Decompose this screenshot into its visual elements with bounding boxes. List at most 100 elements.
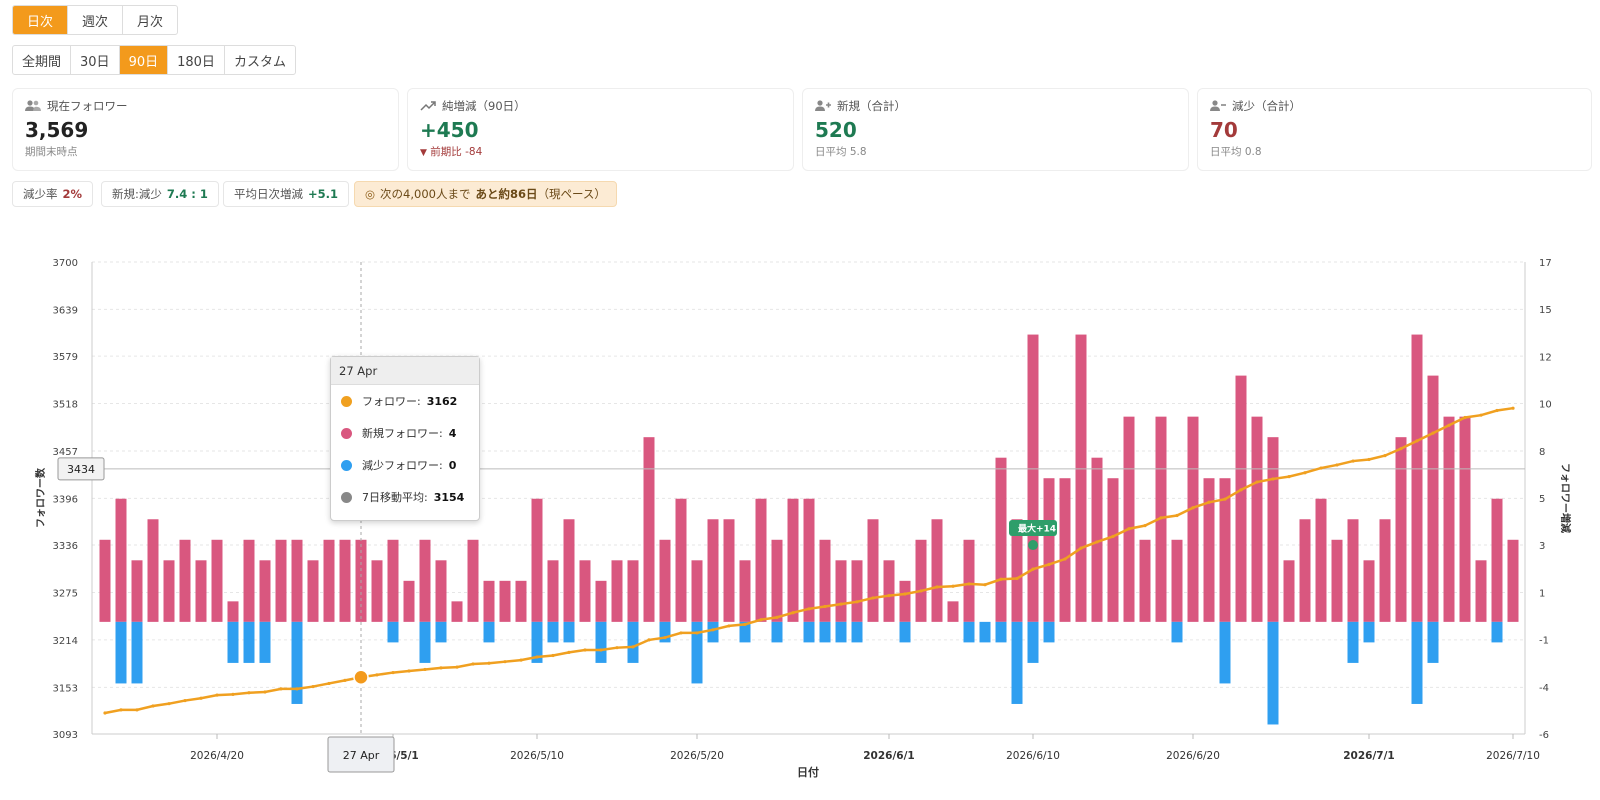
new-follower-bar: [1395, 437, 1407, 622]
y-tick-left: 3093: [53, 730, 78, 741]
card-sub-text: 前期比 -84: [430, 146, 483, 158]
card-label: 現在フォロワー: [47, 99, 128, 113]
lost-follower-bar: [547, 621, 559, 643]
follower-point: [1015, 576, 1019, 581]
y-tick-right: 10: [1539, 400, 1552, 411]
followers-chart[interactable]: 3093315332143275333633963457351835793639…: [0, 220, 1600, 800]
card-value: 70: [1210, 118, 1238, 142]
lost-follower-bar: [819, 621, 831, 643]
follower-point: [1079, 546, 1083, 550]
new-follower-bar: [771, 539, 783, 622]
new-follower-bar: [499, 580, 511, 622]
new-follower-bar: [1315, 498, 1327, 622]
follower-point: [1383, 454, 1387, 458]
follower-point: [1351, 459, 1355, 463]
new-follower-bar: [1267, 437, 1279, 622]
tab-weekly[interactable]: 週次: [68, 6, 124, 34]
y-tick-left: 3639: [53, 305, 78, 316]
crosshair-y-label-box: [57, 457, 105, 481]
max-badge: [1009, 520, 1057, 537]
tab-90-days[interactable]: 90日: [119, 46, 169, 74]
new-follower-bar: [99, 539, 111, 622]
tab-all-period[interactable]: 全期間: [13, 46, 72, 74]
follower-point: [1271, 477, 1275, 481]
follower-point: [1031, 567, 1035, 571]
lost-follower-bar: [995, 621, 1007, 643]
legend-dot-icon: [341, 491, 352, 503]
new-follower-bar: [435, 560, 447, 622]
follower-point: [1223, 497, 1227, 501]
follower-point: [391, 670, 395, 675]
tab-custom[interactable]: カスタム: [233, 54, 286, 70]
tab-180-days[interactable]: 180日: [168, 46, 225, 74]
follower-point: [503, 660, 507, 664]
new-follower-bar: [1347, 519, 1359, 622]
follower-point: [151, 704, 155, 708]
lost-follower-bar: [707, 621, 719, 643]
new-follower-bar: [739, 560, 751, 622]
follower-point: [791, 611, 795, 615]
follower-point: [1063, 557, 1067, 561]
lost-follower-bar: [1171, 621, 1183, 643]
tab-monthly[interactable]: 月次: [137, 14, 164, 30]
card-sub: 日平均 0.8: [1210, 146, 1262, 158]
x-axis-title: 日付: [797, 765, 819, 779]
target-icon: ◎: [365, 187, 376, 201]
lost-follower-bar: [291, 621, 303, 704]
new-follower-bar: [1219, 478, 1231, 622]
legend-dot-icon: [341, 395, 352, 407]
card-label: 減少（合計）: [1232, 99, 1301, 113]
lost-follower-bar: [691, 621, 703, 684]
lost-follower-bar: [387, 621, 399, 643]
follower-point: [487, 661, 491, 665]
new-follower-bar: [323, 539, 335, 622]
lost-follower-bar: [1347, 621, 1359, 663]
new-follower-bar: [915, 539, 927, 622]
new-follower-bar: [1427, 375, 1439, 622]
follower-point: [1191, 506, 1195, 510]
follower-point: [951, 584, 955, 588]
tooltip-value: 4: [448, 426, 457, 440]
y-tick-left: 3214: [53, 636, 78, 647]
follower-point: [1367, 457, 1371, 462]
new-follower-bar: [1491, 498, 1503, 622]
lost-follower-bar: [1011, 621, 1023, 704]
new-follower-bar: [1011, 519, 1023, 622]
card-sub: ▼ 前期比 -84: [420, 144, 781, 159]
new-follower-bar: [419, 539, 431, 622]
follower-point: [1111, 534, 1115, 539]
new-follower-bar: [1075, 334, 1087, 622]
new-follower-bar: [611, 560, 623, 622]
tab-30-days[interactable]: 30日: [71, 46, 120, 74]
tab-daily[interactable]: 日次: [13, 6, 69, 34]
follower-point: [1399, 447, 1403, 451]
follower-point: [407, 669, 411, 673]
follower-point: [231, 692, 235, 696]
follower-point: [663, 635, 667, 640]
new-follower-bar: [563, 519, 575, 622]
new-follower-bar: [259, 560, 271, 622]
follower-point: [1159, 516, 1163, 520]
new-follower-bar: [643, 437, 655, 622]
y-tick-left: 3518: [53, 400, 78, 411]
card-new: 新規（合計） 520 日平均 5.8: [802, 88, 1189, 171]
y-tick-right: 15: [1539, 305, 1552, 316]
follower-point: [263, 690, 267, 694]
follower-point: [1175, 513, 1179, 518]
new-follower-bar: [211, 539, 223, 622]
new-follower-bar: [963, 539, 975, 622]
follower-point: [423, 667, 427, 672]
new-follower-bar: [579, 560, 591, 622]
max-badge-value: +14: [1036, 525, 1056, 535]
follower-point: [839, 602, 843, 606]
trending-up-icon: [420, 101, 436, 111]
follower-point: [711, 628, 715, 632]
new-follower-bar: [227, 601, 239, 622]
new-follower-bar: [1059, 478, 1071, 622]
follower-point: [519, 658, 523, 662]
pill-label: 減少率: [23, 187, 58, 201]
new-follower-bar: [1251, 416, 1263, 622]
x-tick-label: 2026/6/1: [863, 750, 915, 762]
new-follower-bar: [1299, 519, 1311, 622]
lost-follower-bar: [771, 621, 783, 643]
